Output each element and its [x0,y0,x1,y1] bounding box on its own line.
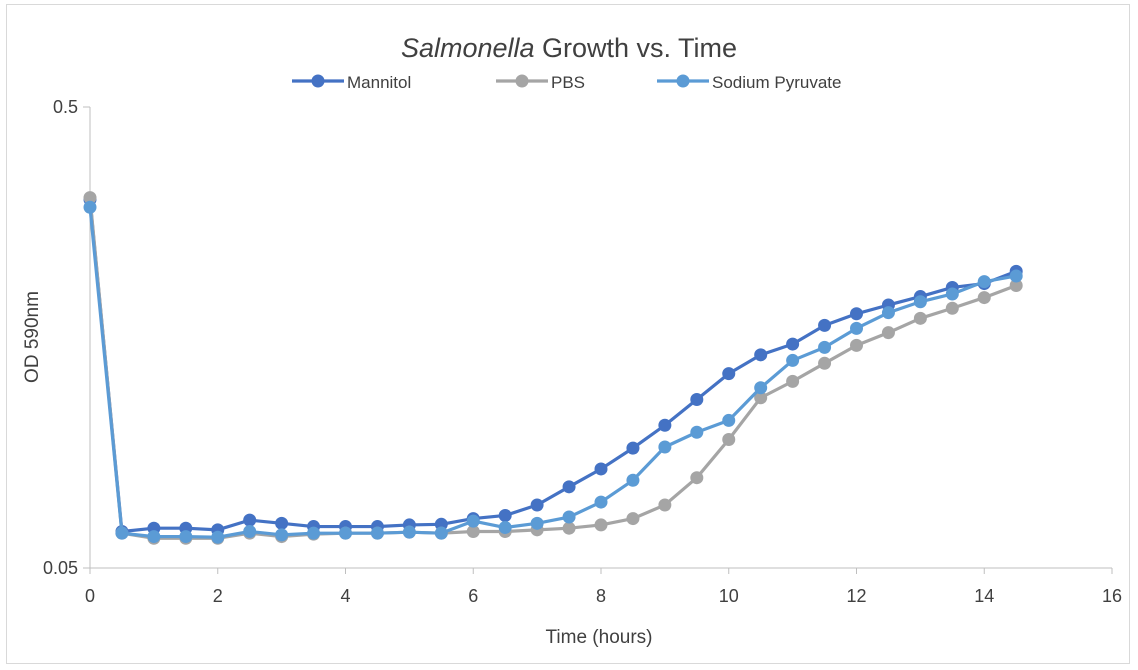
data-point-sodium-pyruvate [658,440,672,454]
data-point-pbs [562,521,576,535]
data-point-pbs [722,432,736,446]
data-point-pbs [83,191,97,205]
data-point-sodium-pyruvate [275,528,289,542]
data-point-mannitol [434,517,448,531]
data-point-sodium-pyruvate [83,200,97,214]
legend-label-mannitol: Mannitol [347,73,411,92]
data-point-pbs [466,524,480,538]
x-tick-label: 10 [719,586,739,606]
data-point-sodium-pyruvate [243,524,257,538]
series-mannitol [83,193,1023,538]
data-point-pbs [658,498,672,512]
x-tick-label: 4 [340,586,350,606]
data-point-sodium-pyruvate [370,526,384,540]
data-point-sodium-pyruvate [850,321,863,335]
legend-marker-sodium-pyruvate [676,74,690,88]
x-axis-title: Time (hours) [546,627,653,648]
data-point-pbs [754,391,768,405]
x-tick-label: 12 [846,586,866,606]
legend-label-sodium-pyruvate: Sodium Pyruvate [712,73,841,92]
data-point-pbs [945,301,959,315]
data-point-pbs [818,356,832,370]
data-point-sodium-pyruvate [818,340,832,354]
data-point-sodium-pyruvate [530,516,544,530]
data-point-sodium-pyruvate [626,473,640,487]
x-tick-label: 16 [1102,586,1122,606]
data-point-sodium-pyruvate [147,530,161,544]
data-point-mannitol [786,337,800,351]
data-point-mannitol [818,318,832,332]
data-point-sodium-pyruvate [211,530,225,544]
data-point-pbs [850,338,863,352]
data-point-mannitol [626,441,640,455]
data-point-sodium-pyruvate [945,287,959,301]
chart-frame [6,4,1130,664]
data-point-sodium-pyruvate [594,495,608,509]
series-line-mannitol [88,197,1018,534]
data-point-pbs [1009,279,1023,293]
data-point-sodium-pyruvate [881,306,895,320]
data-point-pbs [626,512,640,526]
data-point-mannitol [530,498,544,512]
y-tick-label: 0.05 [43,558,78,578]
data-point-sodium-pyruvate [498,521,512,535]
chart-title: Salmonella Growth vs. Time [401,33,737,63]
data-point-sodium-pyruvate [307,526,321,540]
legend: Mannitol PBS Sodium Pyruvate [292,73,841,92]
axes: 0.05 0.5 0 2 4 6 8 10 12 14 16 [43,97,1122,606]
data-point-pbs [690,471,704,485]
chart-title-rest: Growth vs. Time [535,33,738,63]
data-point-mannitol [722,367,736,381]
data-point-mannitol [594,462,608,476]
data-point-sodium-pyruvate [434,526,448,540]
data-point-sodium-pyruvate [913,295,927,309]
data-point-mannitol [850,307,863,321]
data-point-sodium-pyruvate [754,381,768,395]
series-line-sodium-pyruvate [88,205,1018,539]
legend-entry-sodium-pyruvate: Sodium Pyruvate [657,73,841,92]
data-point-pbs [786,374,800,388]
data-point-sodium-pyruvate [115,526,129,540]
x-tick-label: 14 [974,586,994,606]
data-point-mannitol [754,348,768,362]
chart-title-italic: Salmonella [401,33,535,63]
data-point-mannitol [562,480,576,494]
data-point-pbs [881,326,895,340]
x-tick-label: 6 [468,586,478,606]
data-point-sodium-pyruvate [722,413,736,427]
data-point-sodium-pyruvate [1009,269,1023,283]
y-axis-title: OD 590nm [22,291,43,383]
data-point-sodium-pyruvate [339,526,352,540]
series-layer [83,191,1023,545]
data-point-mannitol [690,393,704,407]
data-point-sodium-pyruvate [977,275,991,289]
data-point-sodium-pyruvate [562,510,576,524]
series-pbs [83,191,1023,545]
series-sodium-pyruvate [83,200,1023,544]
legend-marker-pbs [515,74,529,88]
legend-entry-mannitol: Mannitol [292,73,411,92]
data-point-sodium-pyruvate [466,514,480,528]
series-line-pbs [88,196,1018,540]
data-point-pbs [594,518,608,532]
y-tick-label: 0.5 [53,97,78,117]
data-point-sodium-pyruvate [786,353,800,367]
data-point-mannitol [275,516,289,530]
data-point-sodium-pyruvate [179,530,193,544]
data-point-mannitol [498,508,512,522]
x-tick-label: 0 [85,586,95,606]
x-tick-label: 2 [213,586,223,606]
legend-label-pbs: PBS [551,73,585,92]
data-point-sodium-pyruvate [690,425,704,439]
legend-entry-pbs: PBS [496,73,585,92]
legend-marker-mannitol [311,74,325,88]
data-point-mannitol [658,418,672,432]
data-point-mannitol [243,513,257,527]
x-tick-label: 8 [596,586,606,606]
data-point-sodium-pyruvate [402,525,416,539]
data-point-pbs [913,311,927,325]
data-point-pbs [977,291,991,305]
